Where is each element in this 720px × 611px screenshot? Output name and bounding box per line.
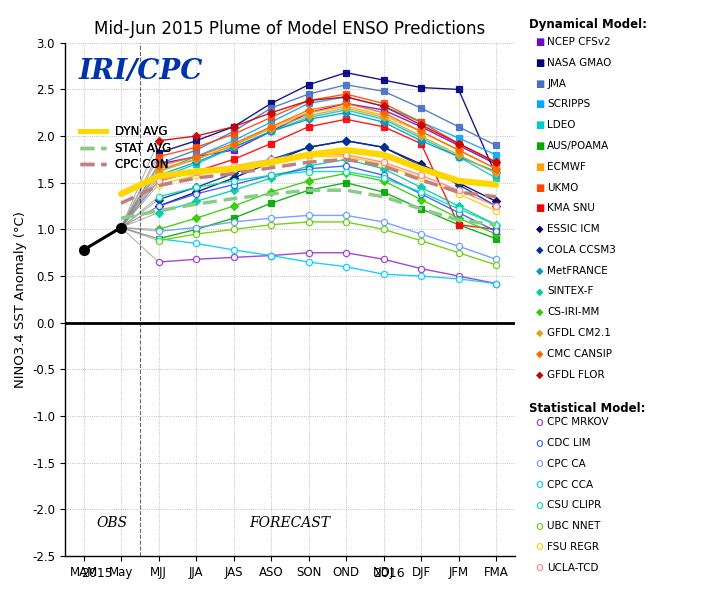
Text: o: o bbox=[536, 520, 543, 533]
Text: ECMWF: ECMWF bbox=[547, 162, 586, 172]
Text: ◆: ◆ bbox=[536, 307, 543, 317]
Text: SCRIPPS: SCRIPPS bbox=[547, 100, 590, 109]
Text: ◆: ◆ bbox=[536, 224, 543, 234]
Text: FSU REGR: FSU REGR bbox=[547, 542, 599, 552]
Text: MetFRANCE: MetFRANCE bbox=[547, 266, 608, 276]
Text: SINTEX-F: SINTEX-F bbox=[547, 287, 593, 296]
Text: KMA SNU: KMA SNU bbox=[547, 203, 595, 213]
Text: o: o bbox=[536, 458, 543, 470]
Legend: DYN AVG, STAT AVG, CPC CON: DYN AVG, STAT AVG, CPC CON bbox=[75, 120, 176, 176]
Text: ◆: ◆ bbox=[536, 287, 543, 296]
Text: CS-IRI-MM: CS-IRI-MM bbox=[547, 307, 600, 317]
Text: CDC LIM: CDC LIM bbox=[547, 438, 591, 448]
Text: OBS: OBS bbox=[96, 516, 127, 530]
Text: o: o bbox=[536, 499, 543, 512]
Text: FORECAST: FORECAST bbox=[249, 516, 330, 530]
Text: LDEO: LDEO bbox=[547, 120, 576, 130]
Text: ◆: ◆ bbox=[536, 266, 543, 276]
Text: NASA GMAO: NASA GMAO bbox=[547, 58, 611, 68]
Text: CPC CCA: CPC CCA bbox=[547, 480, 593, 489]
Text: UCLA-TCD: UCLA-TCD bbox=[547, 563, 599, 573]
Text: 2015: 2015 bbox=[81, 568, 113, 580]
Title: Mid-Jun 2015 Plume of Model ENSO Predictions: Mid-Jun 2015 Plume of Model ENSO Predict… bbox=[94, 20, 485, 38]
Text: ■: ■ bbox=[535, 120, 544, 130]
Text: ■: ■ bbox=[535, 79, 544, 89]
Text: ◆: ◆ bbox=[536, 328, 543, 338]
Text: UKMO: UKMO bbox=[547, 183, 579, 192]
Text: AUS/POAMA: AUS/POAMA bbox=[547, 141, 609, 151]
Text: CMC CANSIP: CMC CANSIP bbox=[547, 349, 612, 359]
Y-axis label: NINO3.4 SST Anomaly (°C): NINO3.4 SST Anomaly (°C) bbox=[14, 211, 27, 388]
Text: ■: ■ bbox=[535, 162, 544, 172]
Text: UBC NNET: UBC NNET bbox=[547, 521, 600, 531]
Text: GFDL FLOR: GFDL FLOR bbox=[547, 370, 605, 379]
Text: Dynamical Model:: Dynamical Model: bbox=[529, 18, 647, 31]
Text: IRI/CPC: IRI/CPC bbox=[78, 58, 202, 85]
Text: o: o bbox=[536, 562, 543, 574]
Text: o: o bbox=[536, 416, 543, 429]
Text: CPC CA: CPC CA bbox=[547, 459, 586, 469]
Text: ■: ■ bbox=[535, 58, 544, 68]
Text: ■: ■ bbox=[535, 141, 544, 151]
Text: o: o bbox=[536, 437, 543, 450]
Text: ■: ■ bbox=[535, 37, 544, 47]
Text: ■: ■ bbox=[535, 100, 544, 109]
Text: COLA CCSM3: COLA CCSM3 bbox=[547, 245, 616, 255]
Text: CSU CLIPR: CSU CLIPR bbox=[547, 500, 601, 510]
Text: o: o bbox=[536, 478, 543, 491]
Text: Statistical Model:: Statistical Model: bbox=[529, 401, 646, 414]
Text: ■: ■ bbox=[535, 203, 544, 213]
Text: CPC MRKOV: CPC MRKOV bbox=[547, 417, 609, 427]
Text: 2016: 2016 bbox=[373, 568, 405, 580]
Text: NCEP CFSv2: NCEP CFSv2 bbox=[547, 37, 611, 47]
Text: GFDL CM2.1: GFDL CM2.1 bbox=[547, 328, 611, 338]
Text: ◆: ◆ bbox=[536, 349, 543, 359]
Text: ◆: ◆ bbox=[536, 370, 543, 379]
Text: JMA: JMA bbox=[547, 79, 566, 89]
Text: ■: ■ bbox=[535, 183, 544, 192]
Text: ◆: ◆ bbox=[536, 245, 543, 255]
Text: ESSIC ICM: ESSIC ICM bbox=[547, 224, 600, 234]
Text: o: o bbox=[536, 541, 543, 554]
